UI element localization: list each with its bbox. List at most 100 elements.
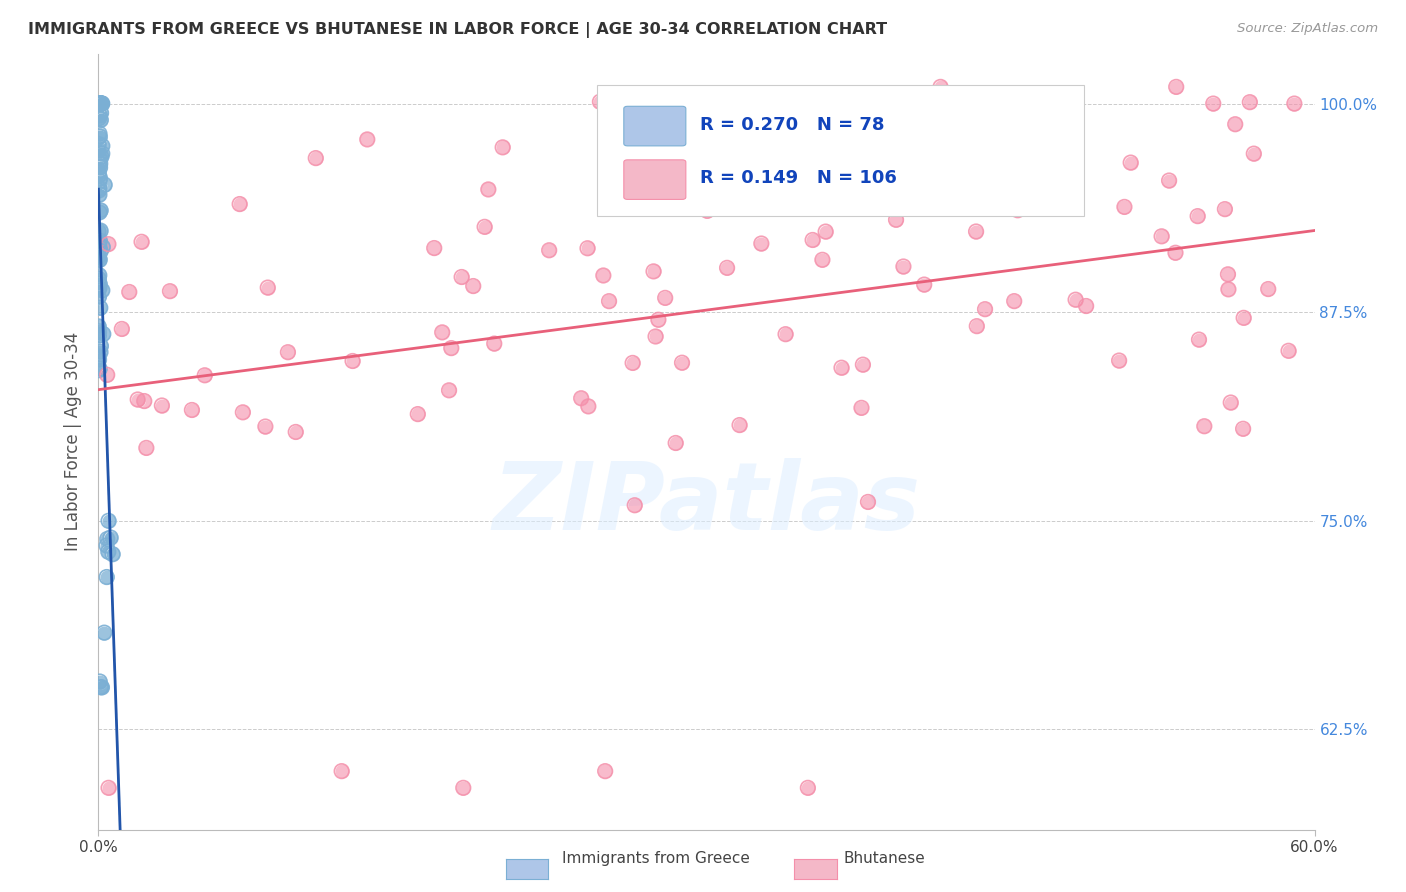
Point: [1216, 268, 1239, 282]
Point: [134, 394, 156, 409]
Point: [89, 268, 111, 283]
Point: [159, 284, 181, 298]
Point: [1216, 268, 1239, 282]
Point: [87, 363, 110, 377]
Point: [93, 178, 115, 192]
Point: [837, 130, 859, 145]
Point: [89, 205, 111, 219]
Point: [194, 368, 217, 383]
Point: [91, 240, 114, 254]
Text: Bhutanese: Bhutanese: [844, 852, 925, 866]
Point: [1284, 96, 1306, 111]
Point: [1194, 419, 1216, 434]
Point: [87, 272, 110, 286]
Point: [87, 165, 110, 179]
Point: [679, 198, 702, 212]
Point: [630, 181, 652, 195]
Point: [90, 244, 112, 258]
Point: [89, 224, 111, 238]
Point: [1219, 395, 1241, 409]
Point: [1074, 299, 1097, 313]
Point: [90, 96, 112, 111]
Point: [890, 197, 912, 211]
Point: [1219, 395, 1241, 409]
Point: [194, 368, 217, 383]
Point: [131, 235, 153, 249]
Point: [814, 128, 837, 142]
Point: [91, 139, 114, 153]
Point: [569, 391, 592, 405]
Point: [89, 129, 111, 144]
Point: [589, 95, 612, 109]
Point: [93, 625, 115, 640]
Point: [87, 281, 110, 295]
Point: [89, 96, 111, 111]
Point: [696, 203, 718, 218]
Point: [1074, 299, 1097, 313]
Point: [801, 233, 824, 247]
Point: [89, 187, 111, 202]
Point: [87, 328, 110, 343]
Point: [90, 203, 112, 218]
Point: [576, 400, 599, 414]
Point: [89, 674, 111, 689]
Point: [87, 290, 110, 304]
Point: [87, 319, 110, 334]
Point: [423, 241, 446, 255]
Point: [89, 96, 111, 111]
Point: [90, 96, 112, 111]
FancyBboxPatch shape: [624, 106, 686, 146]
Point: [135, 441, 157, 455]
Point: [1159, 173, 1181, 187]
Point: [87, 352, 110, 367]
Point: [974, 302, 997, 317]
Point: [254, 419, 277, 434]
Point: [630, 181, 652, 195]
Point: [330, 764, 353, 779]
Point: [89, 181, 111, 195]
Point: [96, 368, 118, 382]
Point: [89, 156, 111, 170]
Point: [97, 237, 120, 252]
Point: [1064, 293, 1087, 307]
Point: [484, 336, 506, 351]
Point: [96, 570, 118, 584]
Point: [305, 151, 328, 165]
Point: [1225, 117, 1247, 131]
Point: [831, 360, 853, 375]
Point: [477, 182, 499, 196]
Point: [91, 681, 114, 695]
Point: [576, 241, 599, 255]
Point: [1007, 164, 1029, 178]
Point: [621, 356, 644, 370]
Point: [91, 240, 114, 254]
Point: [118, 285, 141, 299]
Point: [463, 279, 485, 293]
Point: [89, 127, 111, 141]
Point: [406, 407, 429, 421]
Point: [716, 260, 738, 275]
Point: [96, 570, 118, 584]
Point: [89, 112, 111, 126]
Point: [97, 780, 120, 795]
Point: [232, 405, 254, 419]
Point: [1188, 333, 1211, 347]
Point: [1159, 173, 1181, 187]
Point: [89, 205, 111, 219]
Point: [929, 79, 952, 94]
Point: [90, 112, 112, 127]
Point: [1119, 155, 1142, 169]
Point: [814, 128, 837, 142]
Point: [713, 190, 735, 204]
Point: [406, 407, 429, 421]
Point: [623, 498, 645, 512]
Point: [598, 294, 620, 309]
Point: [89, 301, 111, 315]
Text: IMMIGRANTS FROM GREECE VS BHUTANESE IN LABOR FORCE | AGE 30-34 CORRELATION CHART: IMMIGRANTS FROM GREECE VS BHUTANESE IN L…: [28, 22, 887, 38]
Point: [90, 339, 112, 353]
Point: [90, 150, 112, 164]
Point: [89, 156, 111, 170]
Point: [1002, 294, 1025, 309]
Point: [623, 498, 645, 512]
Point: [644, 329, 666, 343]
